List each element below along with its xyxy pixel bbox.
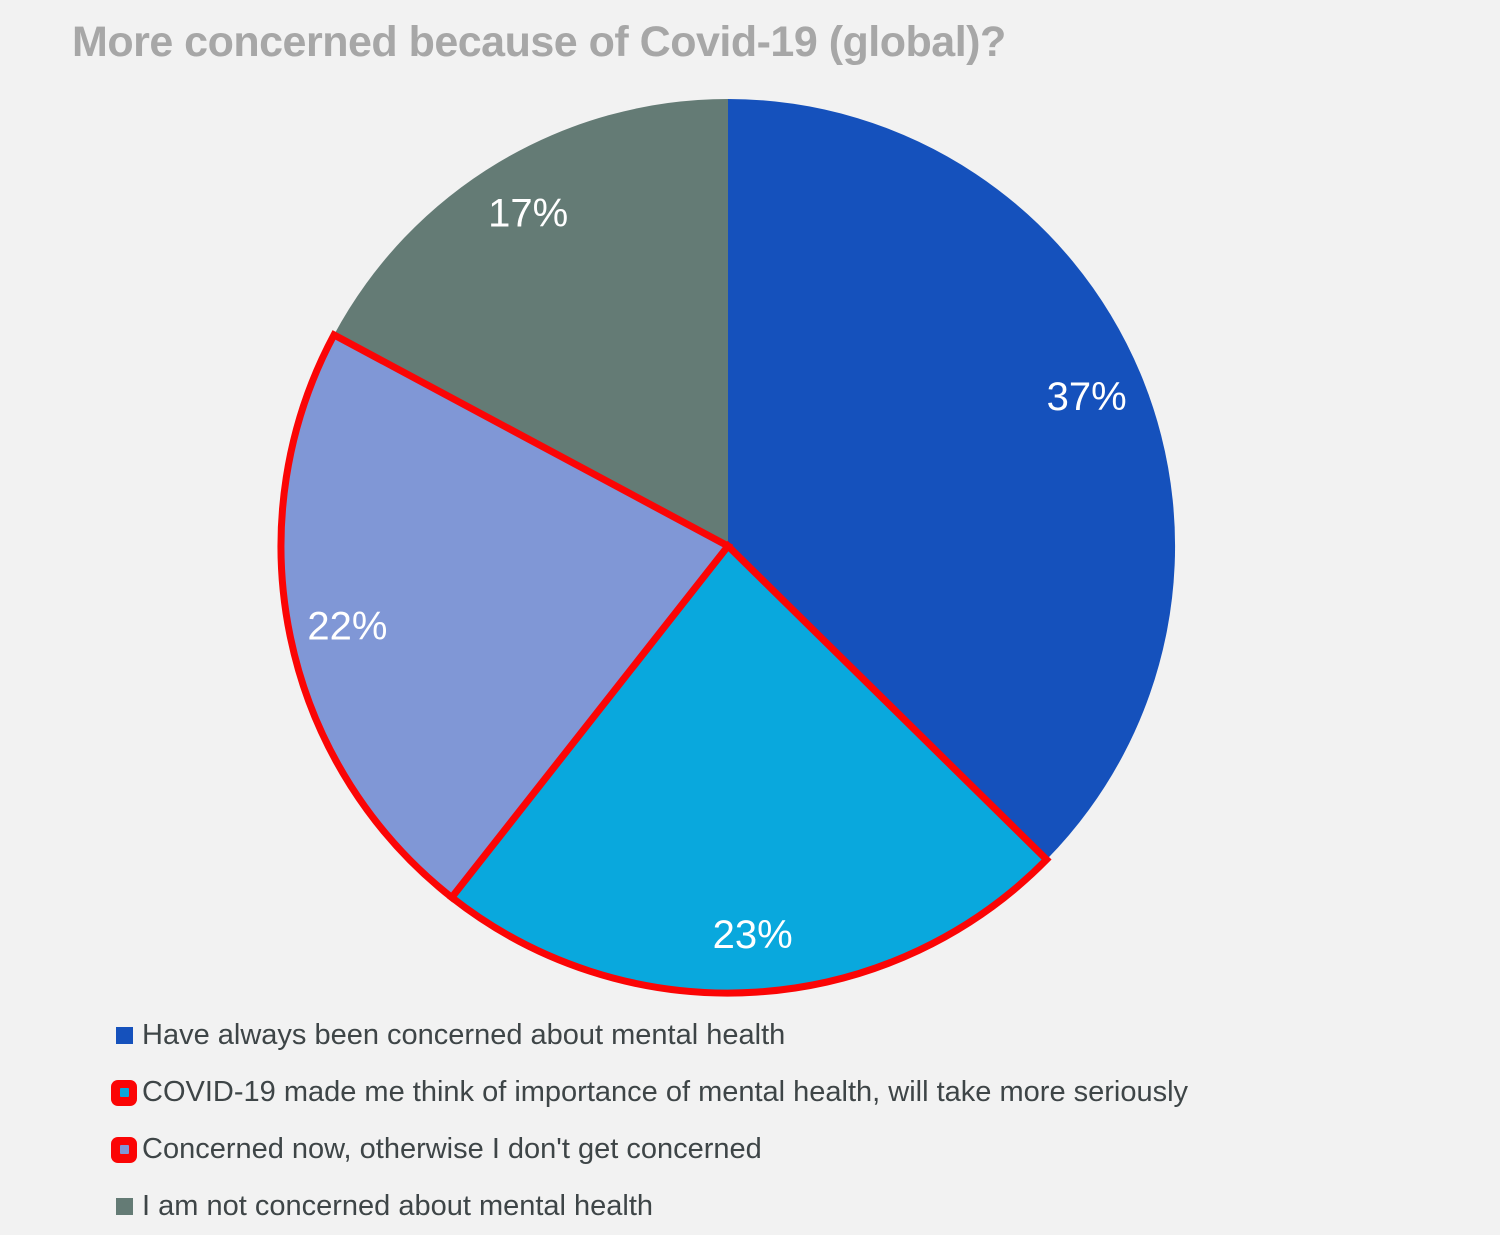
- data-label-1: 37%: [1047, 375, 1127, 419]
- legend: Have always been concerned about mental …: [110, 1019, 1188, 1223]
- legend-label: Concerned now, otherwise I don't get con…: [142, 1133, 762, 1165]
- legend-marker-icon: [110, 1193, 138, 1221]
- legend-item-3[interactable]: Concerned now, otherwise I don't get con…: [110, 1133, 1188, 1166]
- legend-marker-icon: [110, 1022, 138, 1050]
- pie-slice-4[interactable]: [334, 99, 728, 546]
- data-label-4: 17%: [488, 191, 568, 235]
- pie-slice-2[interactable]: [446, 540, 1052, 997]
- legend-item-1[interactable]: Have always been concerned about mental …: [110, 1019, 1188, 1052]
- legend-marker-swatch: [111, 1136, 137, 1163]
- legend-marker-inner-swatch: [119, 1145, 129, 1154]
- data-label-2: 23%: [713, 913, 793, 957]
- pie-slice-3[interactable]: [277, 330, 734, 903]
- legend-marker-swatch: [115, 1027, 133, 1044]
- chart-title: More concerned because of Covid-19 (glob…: [72, 18, 1006, 66]
- legend-label: Have always been concerned about mental …: [142, 1019, 786, 1051]
- legend-marker-icon: [110, 1079, 138, 1107]
- legend-marker-swatch: [115, 1198, 133, 1215]
- legend-label: COVID-19 made me think of importance of …: [142, 1076, 1189, 1108]
- legend-marker-inner-swatch: [119, 1088, 129, 1097]
- legend-marker-icon: [110, 1136, 138, 1164]
- pie-slices-group: [277, 98, 1176, 997]
- legend-item-2[interactable]: COVID-19 made me think of importance of …: [110, 1076, 1188, 1109]
- pie-labels-group: 37% 23% 22% 17%: [307, 191, 1126, 957]
- legend-label: I am not concerned about mental health: [142, 1190, 654, 1222]
- pie-slice-1[interactable]: [728, 98, 1176, 860]
- legend-item-4[interactable]: I am not concerned about mental health: [110, 1190, 1188, 1223]
- data-label-3: 22%: [307, 605, 387, 649]
- legend-marker-swatch: [111, 1079, 137, 1106]
